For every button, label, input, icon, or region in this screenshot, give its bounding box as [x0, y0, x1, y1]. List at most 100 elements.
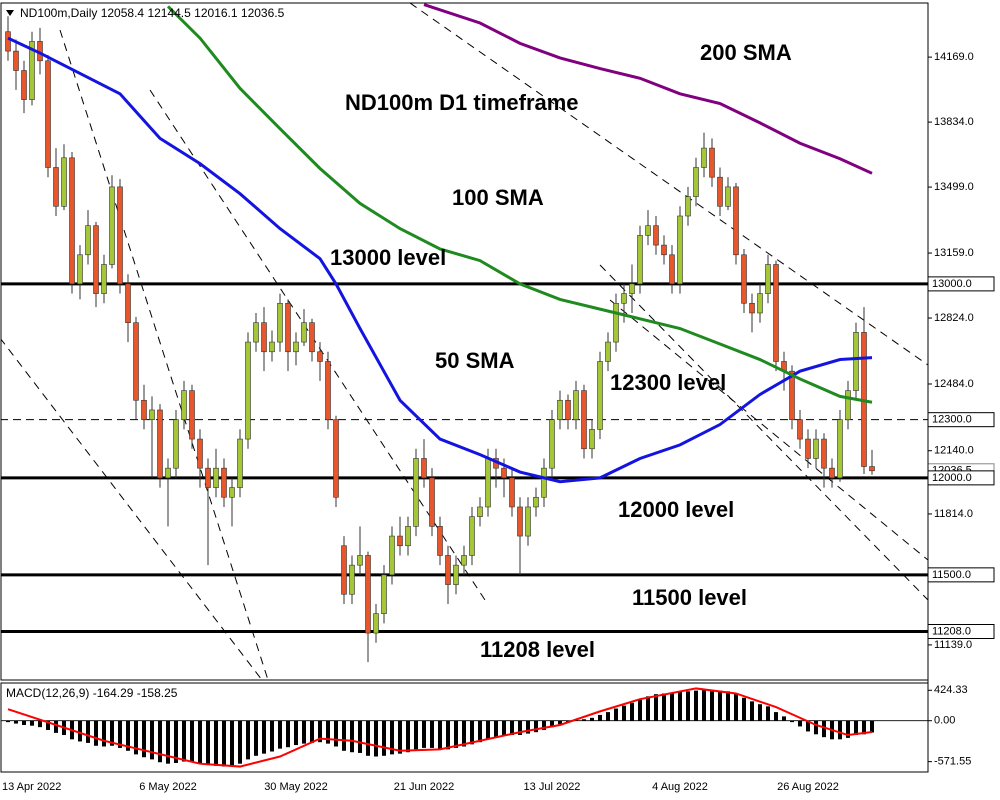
candle-body — [373, 613, 379, 634]
y-tick-label: 14169.0 — [934, 51, 974, 63]
candle-body — [517, 506, 523, 537]
close: 12036.5 — [241, 6, 285, 20]
open: 12058.4 — [101, 6, 145, 20]
macd-bar — [110, 720, 114, 746]
macd-bar — [686, 691, 690, 721]
candle-body — [525, 506, 531, 537]
macd-bar — [262, 720, 266, 754]
macd-bar — [134, 720, 138, 755]
line-series — [7, 36, 873, 484]
annotation: 11208 level — [480, 637, 595, 662]
signal-value: -158.25 — [137, 686, 178, 700]
candle-body — [645, 225, 651, 236]
candle-body — [269, 341, 275, 353]
macd-bar — [326, 720, 330, 744]
axes: 14169.0 13834.0 13499.0 13159.0 12824.0 12484… — [2, 3, 995, 793]
macd-value: -164.29 — [93, 686, 134, 700]
candle-body — [637, 235, 643, 285]
macd-bar — [14, 720, 18, 724]
candle-body — [445, 555, 451, 585]
macd-bar — [766, 706, 770, 721]
line-series — [166, 5, 873, 404]
macd-bar — [278, 720, 282, 749]
macd-bar — [398, 720, 402, 754]
high: 12144.5 — [147, 6, 191, 20]
macd-bar — [822, 720, 826, 738]
macd-bar — [550, 720, 554, 728]
macd-bar — [470, 720, 474, 745]
macd-bar — [454, 720, 458, 748]
macd-bar — [182, 720, 186, 762]
macd-bar — [438, 720, 442, 749]
macd-bar — [390, 720, 394, 755]
candle-body — [469, 516, 475, 556]
candle-body — [461, 555, 467, 566]
candle-body — [573, 390, 579, 420]
macd-bar — [318, 720, 322, 743]
candle-body — [245, 341, 251, 440]
candle-body — [173, 419, 179, 469]
macd-bar — [382, 720, 386, 756]
macd-bar — [230, 720, 234, 766]
level-label: 12000.0 — [932, 472, 972, 484]
macd-bar — [158, 720, 162, 763]
candle-body — [237, 438, 243, 488]
candle-body — [541, 467, 547, 498]
macd-bar — [606, 712, 610, 721]
candle-body — [773, 264, 779, 362]
candle-body — [165, 467, 171, 479]
candle-body — [253, 322, 259, 343]
candle-body — [821, 438, 827, 469]
candle-body — [509, 477, 515, 508]
macd-bar — [374, 720, 378, 757]
candle-body — [157, 409, 163, 479]
y-tick-label: 11814.0 — [934, 508, 973, 520]
macd-bar — [46, 720, 50, 731]
candle-body — [805, 438, 811, 459]
macd-bar — [246, 720, 250, 760]
macd-bar — [150, 720, 154, 760]
macd-bar — [534, 720, 538, 733]
candle-body — [853, 332, 859, 391]
x-tick-label: 21 Jun 2022 — [394, 781, 455, 793]
macd-bar — [622, 705, 626, 721]
macd-bar — [614, 708, 618, 721]
sma-label: 50 SMA — [435, 348, 515, 373]
macd-bar — [302, 720, 306, 744]
candle-body — [533, 496, 539, 508]
macd-bar — [86, 720, 90, 743]
candle-body — [133, 322, 139, 401]
macd-bar — [638, 699, 642, 721]
trendline — [149, 89, 486, 601]
candle-body — [557, 399, 563, 420]
candle-body — [93, 225, 99, 294]
candle-body — [357, 555, 363, 566]
y-tick-label: 13499.0 — [934, 181, 974, 193]
header: ND100m,Daily 12058.4 12144.5 12016.1 120… — [20, 6, 285, 20]
macd-bar — [694, 690, 698, 721]
candle-body — [109, 186, 115, 265]
candle-body — [349, 564, 355, 595]
macd-bar — [126, 720, 130, 751]
y-tick-label: 12824.0 — [934, 312, 974, 324]
macd-bar — [270, 720, 274, 752]
candle-body — [149, 409, 155, 420]
x-tick-label: 6 May 2022 — [139, 781, 196, 793]
macd-bar — [238, 720, 242, 764]
candle-body — [221, 467, 227, 498]
macd-bar — [422, 720, 426, 748]
macd-bar — [798, 720, 802, 727]
macd-bar — [142, 720, 146, 758]
candle-body — [845, 390, 851, 420]
annotation: 11500 level — [632, 585, 747, 610]
trendline — [59, 29, 269, 680]
level-label: 11500.0 — [932, 569, 971, 581]
y-tick-label: 13159.0 — [934, 247, 974, 259]
macd-bar — [94, 720, 98, 746]
macd-bar — [814, 720, 818, 735]
macd-bar — [806, 720, 810, 732]
candle-body — [325, 361, 331, 420]
macd-bar — [790, 720, 794, 723]
candle-body — [21, 70, 27, 100]
symbol: ND100m,Daily — [20, 6, 97, 20]
